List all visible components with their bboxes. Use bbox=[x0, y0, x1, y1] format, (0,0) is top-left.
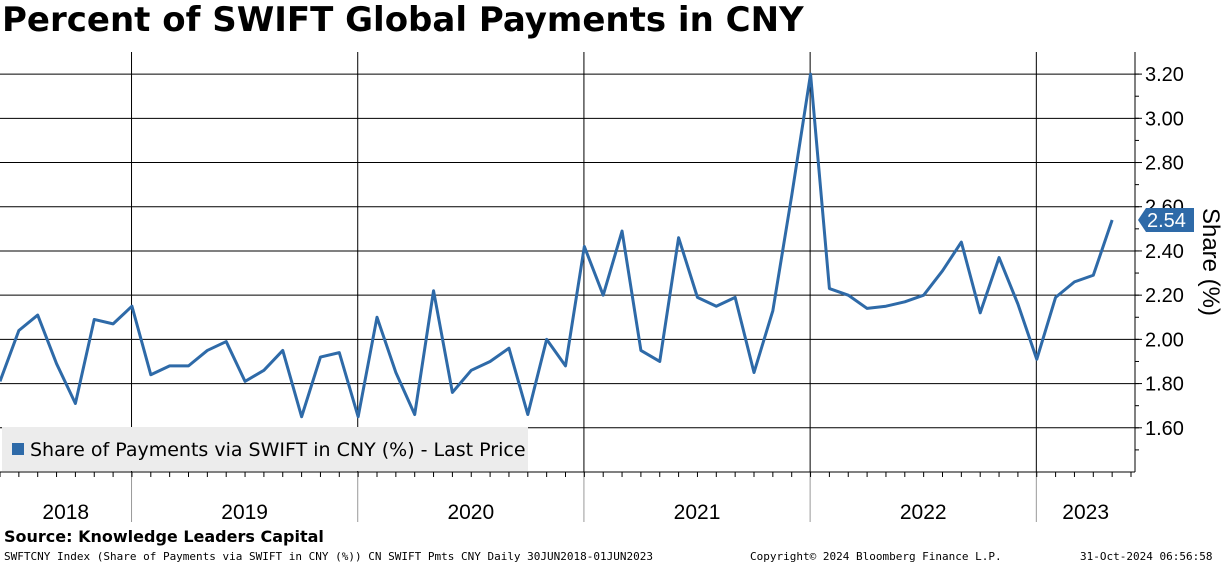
y-tick-label: 2.20 bbox=[1145, 285, 1184, 307]
source-note: Source: Knowledge Leaders Capital bbox=[4, 527, 324, 546]
legend-swatch bbox=[12, 443, 24, 455]
x-year-label: 2018 bbox=[42, 501, 89, 524]
footer-timestamp: 31-Oct-2024 06:56:58 bbox=[1080, 550, 1213, 563]
y-axis-ticks: 1.601.802.002.202.402.602.803.003.20 bbox=[1135, 64, 1184, 451]
x-year-label: 2022 bbox=[900, 501, 947, 524]
last-price-badge: 2.54 bbox=[1138, 208, 1194, 232]
y-tick-label: 2.80 bbox=[1145, 153, 1184, 175]
last-price-badge-shape bbox=[1138, 208, 1194, 232]
y-tick-label: 2.00 bbox=[1145, 329, 1184, 351]
plot-frame bbox=[0, 52, 1136, 477]
y-tick-label: 1.60 bbox=[1145, 418, 1184, 440]
series-line bbox=[0, 72, 1114, 419]
x-year-label: 2019 bbox=[221, 501, 268, 524]
y-tick-label: 1.80 bbox=[1145, 374, 1184, 396]
legend: Share of Payments via SWIFT in CNY (%) -… bbox=[2, 427, 528, 471]
x-year-label: 2023 bbox=[1062, 501, 1109, 524]
x-year-label: 2021 bbox=[674, 501, 721, 524]
chart-title: Percent of SWIFT Global Payments in CNY bbox=[2, 0, 804, 40]
footer-copyright: Copyright© 2024 Bloomberg Finance L.P. bbox=[750, 550, 1002, 563]
grid-lines bbox=[0, 52, 1135, 522]
y-axis-label: Share (%) bbox=[1197, 208, 1224, 316]
x-year-label: 2020 bbox=[447, 501, 494, 524]
y-tick-label: 3.20 bbox=[1145, 64, 1184, 86]
legend-background bbox=[2, 427, 528, 471]
y-tick-label: 3.00 bbox=[1145, 108, 1184, 130]
series-group bbox=[0, 72, 1114, 419]
last-price-label: 2.54 bbox=[1147, 210, 1186, 232]
y-tick-label: 2.40 bbox=[1145, 241, 1184, 263]
footer-series-info: SWFTCNY Index (Share of Payments via SWI… bbox=[4, 550, 654, 563]
legend-label: Share of Payments via SWIFT in CNY (%) -… bbox=[30, 439, 526, 461]
x-axis-year-labels: 2018 2019 2020 2021 2022 2023 bbox=[42, 501, 1109, 524]
